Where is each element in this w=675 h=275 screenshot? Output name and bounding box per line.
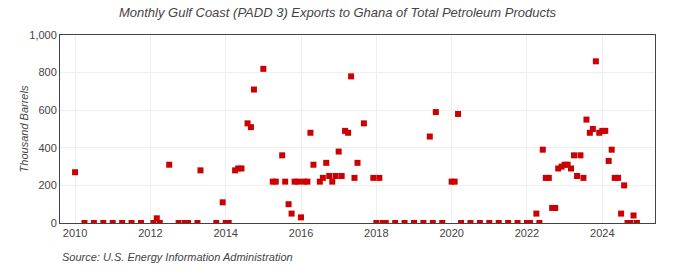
svg-text:600: 600 (38, 104, 56, 116)
svg-text:Source: U.S. Energy Informatio: Source: U.S. Energy Information Administ… (62, 251, 293, 263)
svg-text:2022: 2022 (515, 227, 539, 239)
svg-text:2010: 2010 (63, 227, 87, 239)
svg-text:2020: 2020 (439, 227, 463, 239)
svg-text:400: 400 (38, 142, 56, 154)
svg-text:200: 200 (38, 179, 56, 191)
svg-text:2016: 2016 (289, 227, 313, 239)
svg-text:Monthly Gulf Coast (PADD 3) Ex: Monthly Gulf Coast (PADD 3) Exports to G… (119, 5, 557, 20)
svg-text:800: 800 (38, 66, 56, 78)
svg-text:0: 0 (51, 217, 57, 229)
svg-text:2018: 2018 (364, 227, 388, 239)
svg-text:2024: 2024 (590, 227, 614, 239)
svg-text:2014: 2014 (213, 227, 237, 239)
svg-text:Thousand Barrels: Thousand Barrels (18, 85, 30, 172)
svg-text:1,000: 1,000 (29, 29, 57, 41)
svg-text:2012: 2012 (138, 227, 162, 239)
